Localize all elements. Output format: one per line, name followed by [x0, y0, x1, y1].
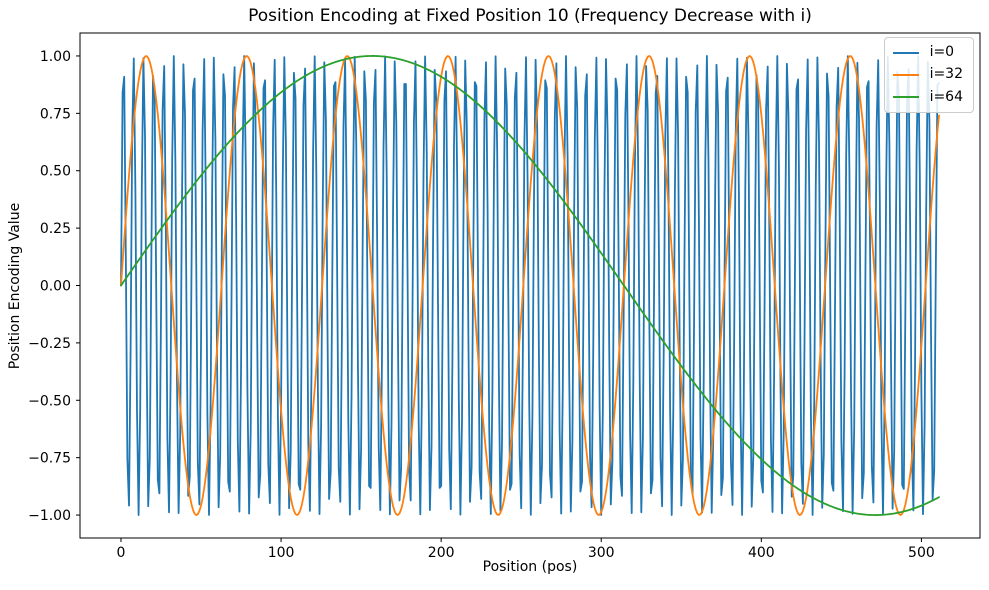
- y-tick-label: −0.75: [28, 451, 71, 467]
- x-tick-label: 100: [268, 545, 295, 561]
- x-tick-label: 200: [428, 545, 455, 561]
- y-tick-label: 0.00: [40, 279, 71, 295]
- y-tick-label: 0.75: [40, 106, 71, 122]
- x-tick-label: 0: [117, 545, 126, 561]
- legend-line-swatch: [892, 96, 919, 99]
- y-axis-label: Position Encoding Value: [7, 202, 23, 370]
- legend-line-swatch: [892, 74, 919, 77]
- legend-item-i-64: i=64: [892, 88, 963, 105]
- y-tick-label: 0.25: [40, 221, 71, 237]
- y-tick-label: −0.50: [28, 393, 71, 409]
- legend-line-swatch: [892, 51, 919, 54]
- series-line-i-0: [120, 55, 940, 516]
- y-tick-label: 0.50: [40, 164, 71, 180]
- legend-item-i-32: i=32: [892, 66, 963, 83]
- legend: i=0 i=32 i=64: [883, 37, 974, 114]
- y-tick-label: −0.25: [28, 336, 71, 352]
- x-tick-label: 500: [908, 545, 935, 561]
- series-line-i-64: [120, 55, 940, 516]
- legend-label: i=64: [929, 88, 963, 105]
- legend-item-i-0: i=0: [892, 44, 963, 60]
- x-tick-label: 300: [588, 545, 615, 561]
- axes-border: [79, 32, 981, 539]
- series-line-i-32: [120, 55, 940, 516]
- legend-label: i=0: [929, 44, 955, 60]
- y-tick-label: −1.00: [28, 508, 71, 524]
- x-tick-label: 400: [748, 545, 775, 561]
- legend-label: i=32: [929, 66, 963, 83]
- chart-title: Position Encoding at Fixed Position 10 (…: [248, 6, 812, 26]
- x-axis-label: Position (pos): [482, 559, 578, 575]
- y-tick-label: 1.00: [40, 49, 71, 65]
